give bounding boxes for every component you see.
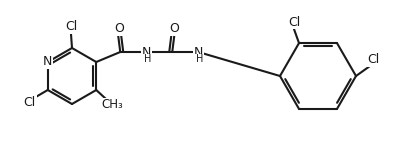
Text: Cl: Cl xyxy=(65,21,77,33)
Text: Cl: Cl xyxy=(366,54,378,67)
Text: Cl: Cl xyxy=(287,16,299,29)
Text: H: H xyxy=(195,54,202,64)
Text: Cl: Cl xyxy=(23,95,36,109)
Text: N: N xyxy=(193,46,202,60)
Text: O: O xyxy=(169,22,179,36)
Text: H: H xyxy=(143,54,151,64)
Text: N: N xyxy=(43,55,52,69)
Text: O: O xyxy=(114,22,124,36)
Text: N: N xyxy=(141,46,151,60)
Text: CH₃: CH₃ xyxy=(101,98,123,112)
